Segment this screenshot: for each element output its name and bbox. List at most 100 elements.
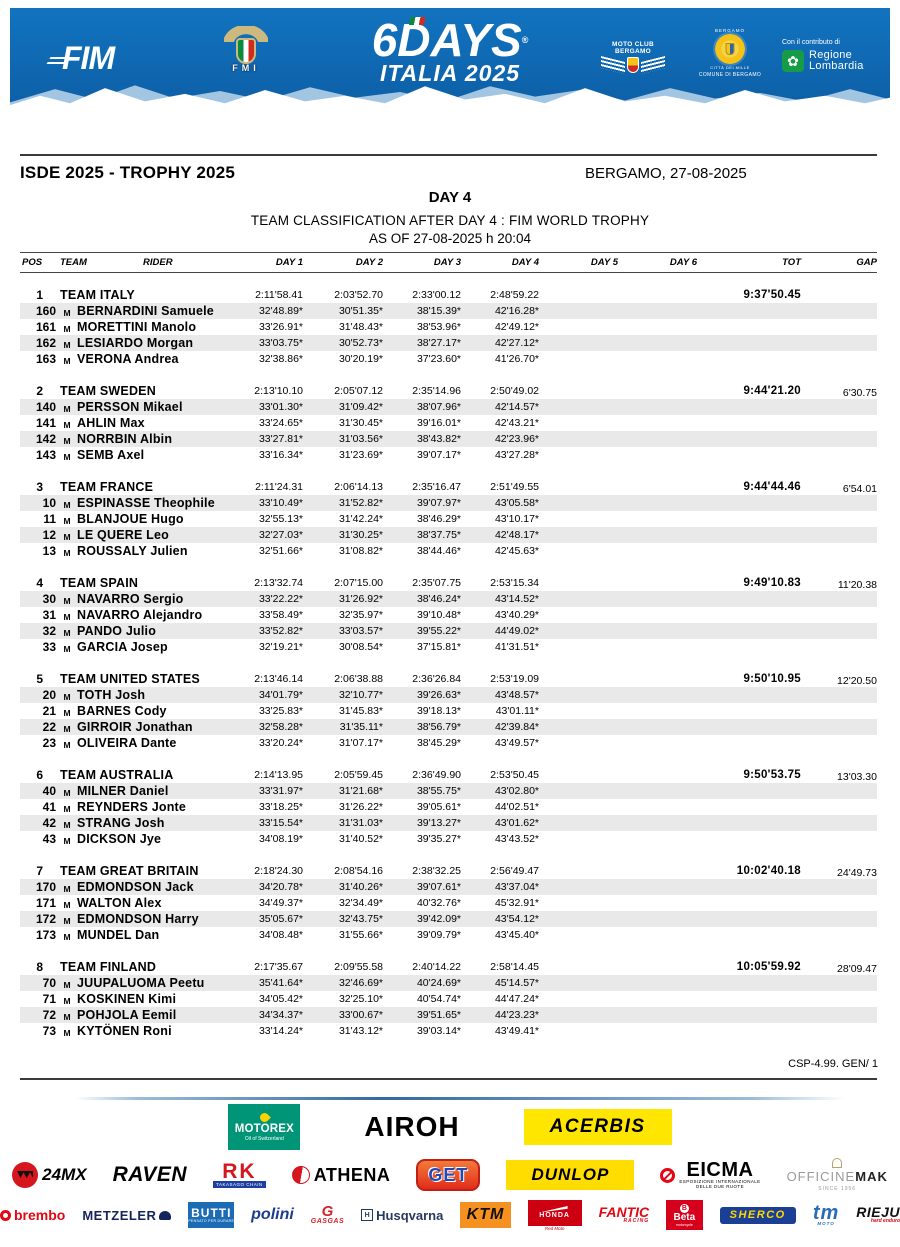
- rider-number: 23: [42, 736, 56, 750]
- honda-wing-icon: [541, 1206, 568, 1212]
- team-riders: 40 M MILNER Daniel 33'31.97* 31'21.68* 3…: [20, 783, 877, 847]
- team-day-time: 2:35'16.47: [412, 480, 461, 493]
- rider-day-time: 39'05.61*: [416, 801, 461, 813]
- rider-number: 21: [42, 704, 56, 718]
- team-day-time: 2:33'00.12: [412, 288, 461, 301]
- team-block: 7 TEAM GREAT BRITAIN 2:18'24.30 2:08'54.…: [20, 862, 877, 943]
- team-row: 1 TEAM ITALY 2:11'58.41 2:03'52.70 2:33'…: [20, 286, 877, 303]
- rider-day-time: 44'47.24*: [494, 993, 539, 1005]
- rider-day-time: 31'03.56*: [338, 433, 383, 445]
- team-name: TEAM FINLAND: [60, 959, 157, 974]
- rider-day-time: 32'38.86*: [258, 353, 303, 365]
- team-day-time: 2:58'14.45: [490, 960, 539, 973]
- comune-bergamo-emblem: BERGAMO CITTÀ DEI MILLE COMUNE DI BERGAM…: [698, 28, 762, 78]
- rider-number: 172: [35, 912, 56, 926]
- rider-number: 31: [42, 608, 56, 622]
- team-name: TEAM SPAIN: [60, 575, 139, 590]
- rider-name: LESIARDO Morgan: [77, 336, 194, 350]
- fmi-wings-icon: [224, 26, 268, 42]
- rider-day-time: 43'10.17*: [494, 513, 539, 525]
- team-position: 3: [36, 479, 43, 494]
- rider-name: NAVARRO Alejandro: [77, 608, 203, 622]
- rider-day-time: 35'41.64*: [258, 977, 303, 989]
- rider-name: JUUPALUOMA Peetu: [77, 976, 205, 990]
- team-row: 3 TEAM FRANCE 2:11'24.31 2:06'14.13 2:35…: [20, 478, 877, 495]
- rider-name: AHLIN Max: [77, 416, 145, 430]
- team-block: 8 TEAM FINLAND 2:17'35.67 2:09'55.58 2:4…: [20, 958, 877, 1039]
- team-riders: 10 M ESPINASSE Theophile 33'10.49* 31'52…: [20, 495, 877, 559]
- rider-day-time: 31'21.68*: [338, 785, 383, 797]
- rider-day-time: 31'23.69*: [338, 449, 383, 461]
- rider-row: 170 M EDMONDSON Jack 34'20.78* 31'40.26*…: [20, 879, 877, 895]
- rider-class: M: [63, 596, 71, 606]
- rider-name: MILNER Daniel: [77, 784, 169, 798]
- team-block: 5 TEAM UNITED STATES 2:13'46.14 2:06'38.…: [20, 670, 877, 751]
- rider-day-time: 31'30.25*: [338, 529, 383, 541]
- rider-day-time: 43'43.52*: [494, 833, 539, 845]
- col-day2: DAY 2: [355, 257, 383, 268]
- rider-day-time: 33'26.91*: [258, 321, 303, 333]
- rider-day-time: 39'07.17*: [416, 449, 461, 461]
- team-name: TEAM AUSTRALIA: [60, 767, 174, 782]
- rider-day-time: 33'03.75*: [258, 337, 303, 349]
- rider-day-time: 31'30.45*: [338, 417, 383, 429]
- rider-day-time: 34'20.78*: [258, 881, 303, 893]
- rider-number: 72: [42, 1008, 56, 1022]
- rider-day-time: 39'07.61*: [416, 881, 461, 893]
- table-rule-top: [20, 252, 877, 253]
- table-header-row: POS TEAM RIDER DAY 1 DAY 2 DAY 3 DAY 4 D…: [20, 253, 877, 272]
- rider-row: 172 M EDMONDSON Harry 35'05.67* 32'43.75…: [20, 911, 877, 927]
- sponsor-divider: [75, 1097, 845, 1100]
- team-day-time: 2:18'24.30: [254, 864, 303, 877]
- rider-row: 13 M ROUSSALY Julien 32'51.66* 31'08.82*…: [20, 543, 877, 559]
- team-block: 3 TEAM FRANCE 2:11'24.31 2:06'14.13 2:35…: [20, 478, 877, 559]
- rider-day-time: 42'14.57*: [494, 401, 539, 413]
- team-day-time: 2:40'14.22: [412, 960, 461, 973]
- rider-day-time: 34'49.37*: [258, 897, 303, 909]
- team-day-time: 2:36'26.84: [412, 672, 461, 685]
- rider-day-time: 31'09.42*: [338, 401, 383, 413]
- rider-number: 13: [42, 544, 56, 558]
- rider-name: GARCIA Josep: [77, 640, 168, 654]
- rider-name: ROUSSALY Julien: [77, 544, 188, 558]
- rider-day-time: 43'02.80*: [494, 785, 539, 797]
- rider-day-time: 38'37.75*: [416, 529, 461, 541]
- rider-day-time: 43'14.52*: [494, 593, 539, 605]
- rider-row: 10 M ESPINASSE Theophile 33'10.49* 31'52…: [20, 495, 877, 511]
- header-rule: [20, 154, 877, 156]
- rider-day-time: 42'39.84*: [494, 721, 539, 733]
- rider-day-time: 40'32.76*: [416, 897, 461, 909]
- rider-number: 11: [43, 512, 56, 526]
- rider-class: M: [63, 516, 71, 526]
- footer-rule: [20, 1078, 877, 1080]
- rider-day-time: 43'05.58*: [494, 497, 539, 509]
- rider-day-time: 33'58.49*: [258, 609, 303, 621]
- rider-name: BERNARDINI Samuele: [77, 304, 214, 318]
- rider-name: LE QUERE Leo: [77, 528, 169, 542]
- rider-class: M: [63, 788, 71, 798]
- officinemak-icon: [832, 1158, 843, 1168]
- rider-day-time: 43'01.11*: [495, 705, 539, 717]
- rider-day-time: 31'07.17*: [338, 737, 383, 749]
- rider-class: M: [63, 452, 71, 462]
- rider-day-time: 32'46.69*: [338, 977, 383, 989]
- rider-day-time: 43'49.41*: [494, 1025, 539, 1037]
- team-gap: 6'30.75: [842, 386, 877, 399]
- sponsor-row-1: MOTOREX Oil of Switzerland AIROH ACERBIS: [0, 1104, 900, 1150]
- team-day-time: 2:35'14.96: [412, 384, 461, 397]
- fmi-flag-shield-icon: [236, 38, 256, 64]
- team-day-time: 2:13'10.10: [254, 384, 303, 397]
- rider-number: 173: [35, 928, 56, 942]
- rider-class: M: [63, 644, 71, 654]
- team-block: 2 TEAM SWEDEN 2:13'10.10 2:05'07.12 2:35…: [20, 382, 877, 463]
- rider-class: M: [63, 324, 71, 334]
- team-name: TEAM SWEDEN: [60, 383, 156, 398]
- rider-day-time: 44'23.23*: [494, 1009, 539, 1021]
- team-day-time: 2:13'32.74: [254, 576, 303, 589]
- sponsor-honda: HONDA Red Moto: [527, 1199, 582, 1231]
- sponsor-brembo: brembo: [0, 1207, 65, 1223]
- rider-number: 33: [42, 640, 56, 654]
- team-name: TEAM UNITED STATES: [60, 671, 200, 686]
- rider-day-time: 43'27.28*: [494, 449, 539, 461]
- rider-day-time: 32'35.97*: [338, 609, 383, 621]
